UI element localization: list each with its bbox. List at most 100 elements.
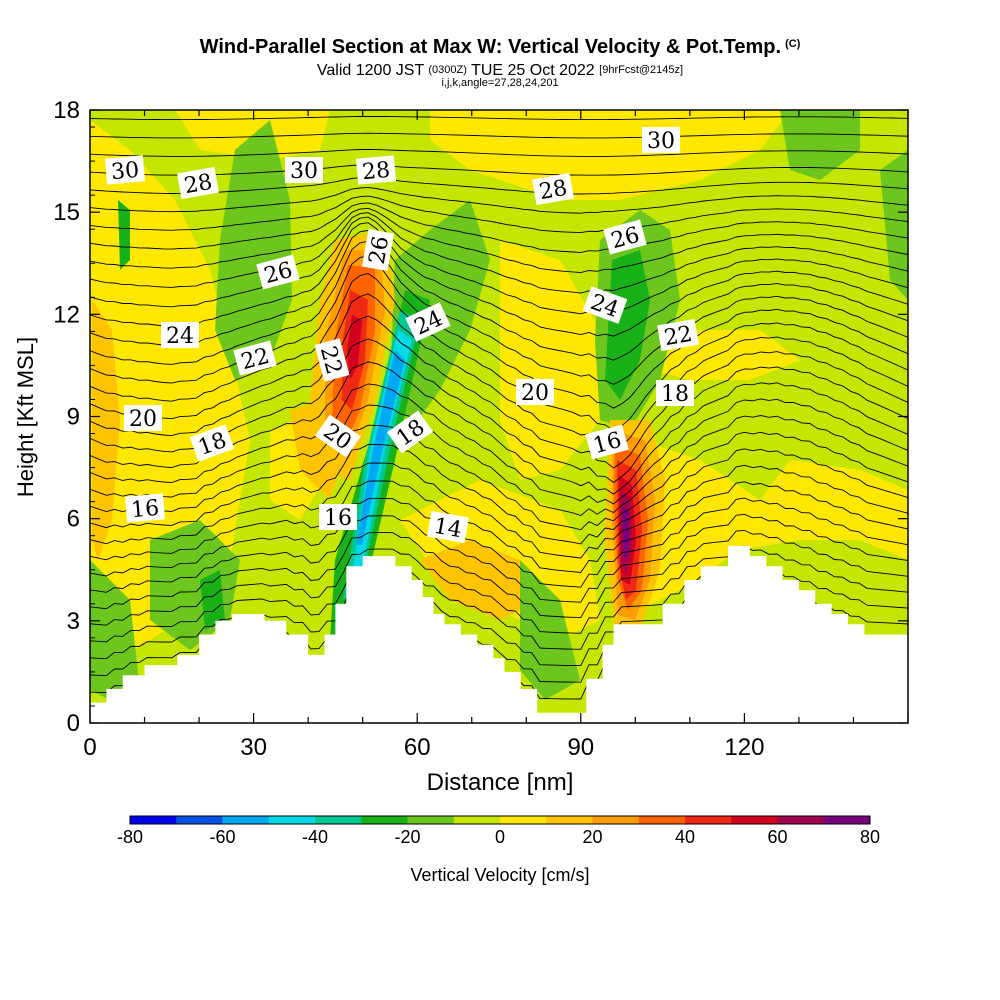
- colorbar-swatch: [638, 816, 686, 824]
- colorbar-swatch: [315, 816, 362, 824]
- velocity-region: [215, 120, 292, 380]
- theta-label-text: 28: [182, 170, 214, 199]
- terrain-mask: [90, 545, 908, 723]
- velocity-region: [200, 570, 225, 630]
- velocity-region: [500, 240, 600, 480]
- theta-label-text: 30: [647, 129, 675, 154]
- x-axis: 0 30 60 90 120: [83, 110, 909, 761]
- colorbar-swatch: [407, 816, 455, 824]
- theta-label: 28: [177, 166, 219, 199]
- colorbar-tick-label: -60: [209, 827, 235, 847]
- copyright-mark: (C): [785, 38, 801, 50]
- velocity-region: [605, 250, 650, 400]
- theta-label-text: 14: [432, 514, 464, 543]
- theta-label: 30: [104, 155, 146, 185]
- theta-isentrope: [90, 207, 908, 274]
- y-tick-label: 15: [53, 199, 80, 226]
- x-tick-label: 30: [240, 734, 267, 761]
- velocity-region: [347, 315, 362, 380]
- theta-label: 16: [585, 424, 629, 460]
- theta-label: 22: [233, 340, 277, 376]
- theta-isentrope: [90, 424, 908, 531]
- theta-label-text: 16: [130, 496, 160, 523]
- theta-isentrope: [90, 480, 908, 573]
- theta-isentrope: [90, 497, 908, 588]
- theta-label: 20: [124, 405, 162, 432]
- y-axis: 0 3 6 9 12 15 18: [53, 97, 908, 737]
- colorbar-swatch: [592, 816, 640, 824]
- colorbar-swatch: [823, 816, 871, 824]
- x-tick-label: 90: [567, 734, 594, 761]
- y-tick-label: 3: [67, 608, 80, 635]
- colorbar-swatch: [546, 816, 593, 824]
- colorbar-label: Vertical Velocity [cm/s]: [410, 865, 589, 885]
- chart-subtitle: Valid 1200 JST (0300Z) TUE 25 Oct 2022 […: [0, 62, 1000, 80]
- theta-label-text: 26: [365, 234, 394, 266]
- theta-isentrope: [90, 195, 908, 234]
- forecast-info: [9hrFcst@2145z]: [599, 64, 684, 76]
- theta-label: 26: [361, 229, 394, 271]
- theta-label-text: 20: [129, 407, 157, 432]
- theta-isentrope: [90, 222, 908, 337]
- theta-isentrope: [90, 212, 908, 294]
- colorbar-tick-label: -80: [117, 827, 143, 847]
- colorbar-tick-label: 60: [767, 827, 787, 847]
- theta-label: 14: [427, 510, 469, 543]
- theta-label: 16: [124, 493, 166, 523]
- y-tick-label: 0: [67, 710, 80, 737]
- colorbar-swatch: [222, 816, 270, 824]
- colorbar-swatch: [268, 816, 316, 824]
- utc-time: (0300Z): [428, 64, 467, 76]
- theta-isentrope: [90, 148, 908, 157]
- theta-label: 22: [314, 338, 350, 382]
- colorbar-swatch: [685, 816, 732, 824]
- chart-title-text: Wind-Parallel Section at Max W: Vertical…: [199, 36, 782, 58]
- theta-label-text: 18: [661, 382, 689, 407]
- theta-label: 22: [657, 318, 699, 351]
- theta-isentrope: [90, 229, 908, 361]
- theta-isentrope: [90, 132, 908, 139]
- theta-isentrope: [90, 293, 908, 452]
- theta-isentrope: [90, 240, 908, 385]
- colorbar-swatch: [361, 816, 408, 824]
- theta-label: 28: [355, 155, 397, 185]
- velocity-region: [780, 110, 860, 180]
- theta-label-text: 28: [537, 176, 569, 205]
- y-tick-label: 12: [53, 301, 80, 328]
- theta-isentrope: [90, 273, 908, 432]
- theta-isentrope: [90, 545, 908, 634]
- colorbar-tick-label: 20: [582, 827, 602, 847]
- x-tick-label: 120: [724, 734, 764, 761]
- colorbar-tick-label: -40: [302, 827, 328, 847]
- theta-isentrope: [90, 383, 908, 505]
- colorbar-tick-label: -20: [394, 827, 420, 847]
- colorbar-frame: [129, 815, 871, 825]
- y-axis-label: Height [Kft MSL]: [13, 337, 38, 497]
- theta-isentrope: [90, 444, 908, 545]
- theta-isentrope: [90, 255, 908, 409]
- theta-label: 30: [285, 157, 323, 184]
- theta-isentrope: [90, 202, 908, 253]
- y-tick-label: 18: [53, 97, 80, 124]
- theta-isentrope: [90, 116, 908, 121]
- theta-label-text: 20: [521, 381, 549, 406]
- theta-isentrope: [90, 315, 908, 469]
- velocity-region: [430, 110, 790, 200]
- theta-label-text: 22: [662, 322, 694, 351]
- colorbar-swatch: [731, 816, 778, 824]
- theta-contours: [90, 116, 908, 700]
- colorbar-swatch: [176, 816, 223, 824]
- y-tick-label: 6: [67, 506, 80, 533]
- velocity-region: [92, 300, 120, 560]
- theta-isentrope: [90, 513, 908, 603]
- theta-isentrope: [90, 164, 908, 176]
- velocity-region: [622, 505, 629, 560]
- velocity-region: [118, 200, 130, 270]
- x-tick-label: 0: [83, 734, 96, 761]
- colorbar-swatch: [130, 816, 177, 824]
- x-axis-label: Distance [nm]: [427, 769, 574, 796]
- y-tick-label: 9: [67, 404, 80, 431]
- chart-title: Wind-Parallel Section at Max W: Vertical…: [0, 36, 1000, 59]
